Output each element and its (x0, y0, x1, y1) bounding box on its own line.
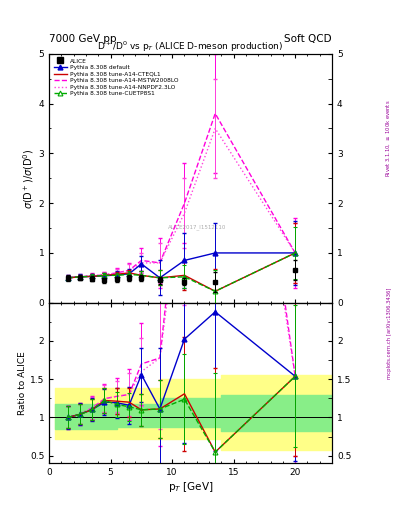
Text: Soft QCD: Soft QCD (285, 33, 332, 44)
Title: D$^+$/D$^0$ vs p$_{T}$ (ALICE D-meson production): D$^+$/D$^0$ vs p$_{T}$ (ALICE D-meson pr… (97, 39, 284, 54)
Text: ALICE2017_I1512110: ALICE2017_I1512110 (168, 224, 226, 230)
Y-axis label: Ratio to ALICE: Ratio to ALICE (18, 351, 27, 415)
Y-axis label: $\sigma$(D$^+$)/$\sigma$(D$^0$): $\sigma$(D$^+$)/$\sigma$(D$^0$) (21, 148, 36, 208)
Legend: ALICE, Pythia 8.308 default, Pythia 8.308 tune-A14-CTEQL1, Pythia 8.308 tune-A14: ALICE, Pythia 8.308 default, Pythia 8.30… (52, 57, 180, 98)
X-axis label: p$_{T}$ [GeV]: p$_{T}$ [GeV] (168, 480, 213, 494)
Text: mcplots.cern.ch [arXiv:1306.3436]: mcplots.cern.ch [arXiv:1306.3436] (387, 287, 392, 378)
Text: 7000 GeV pp: 7000 GeV pp (49, 33, 117, 44)
Text: Rivet 3.1.10, $\geq$ 100k events: Rivet 3.1.10, $\geq$ 100k events (385, 99, 392, 177)
